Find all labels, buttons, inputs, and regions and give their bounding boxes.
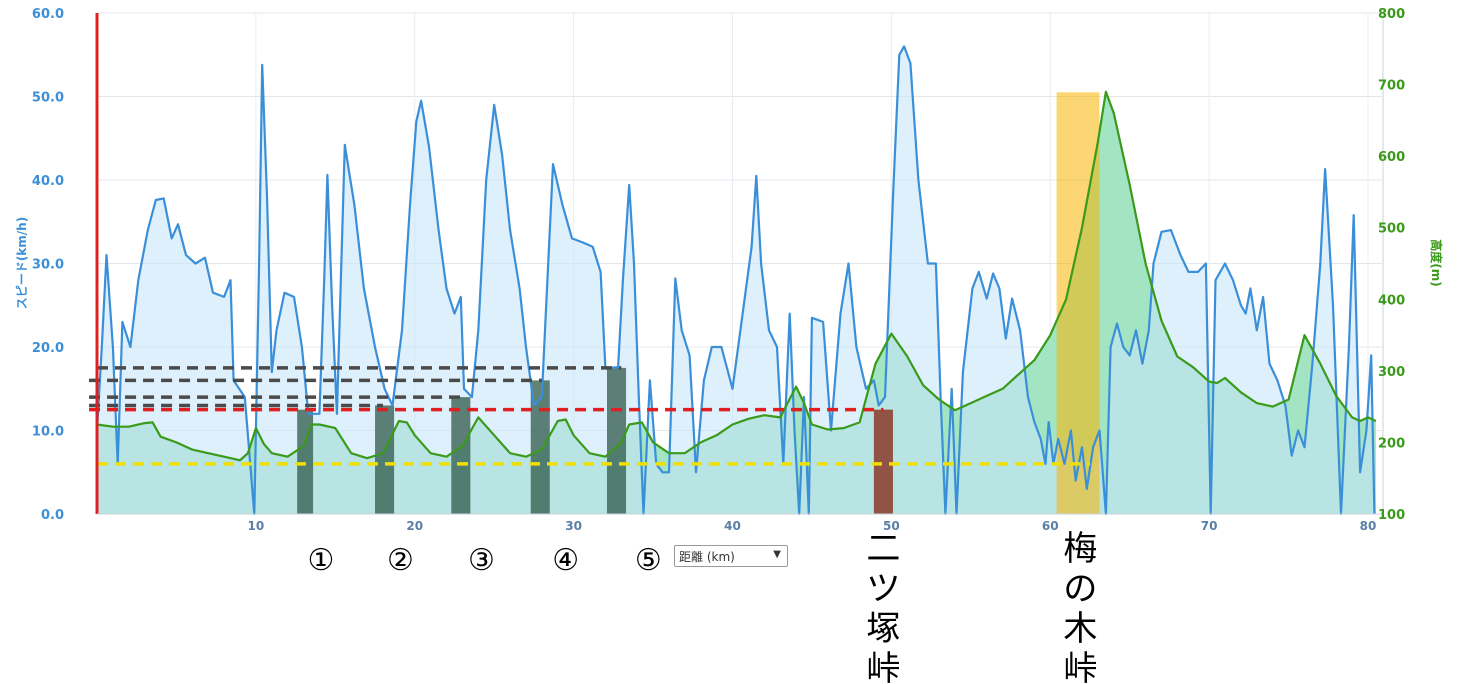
left-tick-label-2: 20.0: [32, 341, 64, 356]
x-tick-label-6: 70: [1201, 519, 1218, 533]
elevation-area: [97, 91, 1376, 514]
axes: 0.0 10.0 20.0 30.0 40.0 50.0 60.0 100 200 300 400 5…: [15, 7, 1444, 533]
speed-line: [95, 45, 1376, 516]
x-tick-label-2: 30: [565, 519, 582, 533]
climb-label-0: ①: [308, 543, 335, 578]
climb-label-3: ④: [552, 543, 579, 578]
right-tick-label-1: 200: [1378, 436, 1405, 451]
left-tick-label-6: 60.0: [32, 7, 64, 22]
right-tick-label-7: 800: [1378, 7, 1405, 22]
x-tick-label-4: 50: [883, 519, 900, 533]
x-tick-label-7: 80: [1360, 519, 1377, 533]
speed-area: [97, 46, 1375, 515]
highlight-bar-0: [297, 409, 314, 514]
right-tick-label-4: 500: [1378, 222, 1405, 237]
highlight-bar-5: [873, 409, 893, 514]
left-tick-label-4: 40.0: [32, 174, 64, 189]
left-tick-label-5: 50.0: [32, 91, 64, 106]
highlight-bar-2: [451, 397, 471, 514]
chevron-down-icon: ▼: [773, 549, 781, 560]
x-axis-selector-value: 距離 (km): [679, 550, 735, 564]
right-tick-label-0: 100: [1378, 508, 1405, 523]
highlight-bar-4: [606, 367, 627, 514]
x-tick-label-0: 10: [248, 519, 265, 533]
highlight-bar-3: [530, 380, 550, 514]
right-axis-title: 高度(m): [1429, 239, 1444, 286]
right-tick-label-2: 300: [1378, 365, 1405, 380]
left-tick-label-1: 10.0: [32, 425, 64, 440]
left-axis-title: スピード(km/h): [15, 217, 29, 309]
x-axis-selector[interactable]: 距離 (km) ▼: [674, 545, 788, 567]
left-tick-label-0: 0.0: [41, 508, 64, 523]
right-tick-label-3: 400: [1378, 293, 1405, 308]
climb-label-1: ②: [387, 543, 414, 578]
speed-fill: [97, 46, 1375, 515]
annotation-labels: ① ② ③ ④ ⑤ 二ツ塚峠 梅の木峠: [308, 529, 1098, 684]
x-tick-label-5: 60: [1042, 519, 1059, 533]
pass-label-0: 二ツ塚峠: [866, 529, 900, 684]
x-tick-label-3: 40: [724, 519, 741, 533]
highlight-bar-1: [375, 405, 395, 514]
highlight-bars: [297, 92, 1100, 514]
elevation-fill: [97, 91, 1376, 514]
right-tick-label-6: 700: [1378, 79, 1405, 94]
elevation-line: [96, 90, 1377, 462]
climb-label-2: ③: [468, 543, 495, 578]
climb-label-4: ⑤: [635, 543, 662, 578]
series-lines: [95, 45, 1377, 516]
right-tick-label-5: 600: [1378, 150, 1405, 165]
pass-label-1: 梅の木峠: [1063, 529, 1097, 684]
x-tick-label-1: 20: [406, 519, 423, 533]
left-tick-label-3: 30.0: [32, 258, 64, 273]
reference-lines: [89, 366, 1090, 466]
